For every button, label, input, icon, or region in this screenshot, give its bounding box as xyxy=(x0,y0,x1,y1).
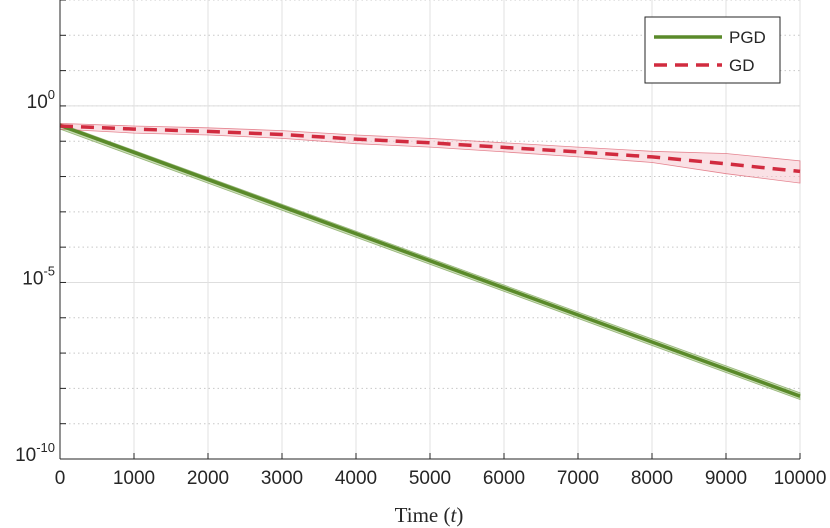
x-tick-label: 6000 xyxy=(483,468,525,489)
x-tick-label: 8000 xyxy=(631,468,673,489)
legend-label-gd: GD xyxy=(729,56,755,75)
legend: PGD GD xyxy=(644,16,781,84)
series-line-gd xyxy=(59,124,801,174)
y-tick-label: 10-5 xyxy=(22,263,55,289)
y-tick-label: 10-10 xyxy=(15,440,55,466)
series-line-pgd xyxy=(59,123,801,398)
x-axis-label: Time (t) xyxy=(395,503,464,527)
x-tick-label: 4000 xyxy=(335,468,377,489)
x-tick-labels: 0 1000 2000 3000 4000 5000 6000 7000 8000 9000 100… xyxy=(55,468,827,489)
series-lines xyxy=(59,123,801,398)
x-tick-label: 10000 xyxy=(774,468,827,489)
x-tick-label: 3000 xyxy=(261,468,303,489)
x-tick-label: 2000 xyxy=(187,468,229,489)
x-tick-label: 5000 xyxy=(409,468,451,489)
y-tick-labels: 100 10-5 10-10 xyxy=(15,87,55,466)
x-tick-label: 1000 xyxy=(113,468,155,489)
y-tick-label: 100 xyxy=(27,87,55,113)
legend-label-pgd: PGD xyxy=(729,28,766,47)
axes xyxy=(59,0,801,460)
x-tick-label: 9000 xyxy=(705,468,747,489)
x-tick-label: 7000 xyxy=(557,468,599,489)
x-tick-label: 0 xyxy=(55,468,66,489)
legend-box xyxy=(644,16,781,84)
